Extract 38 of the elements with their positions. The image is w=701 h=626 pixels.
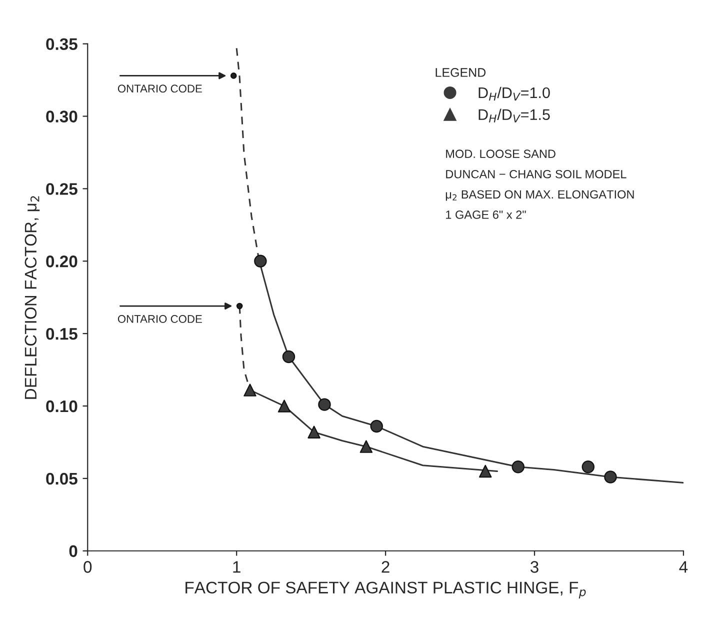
point xyxy=(308,426,320,438)
point xyxy=(318,398,331,411)
point xyxy=(282,350,296,364)
x-tick-label: 1 xyxy=(233,561,240,573)
legend-label: D$_{H}$/D$_{V}$=1.5 xyxy=(478,108,550,122)
annotation: DUNCAN − CHANG SOIL MODEL xyxy=(446,170,626,178)
annotation: 1 GAGE 6" x 2" xyxy=(446,210,526,219)
x-tick-label: 2 xyxy=(382,561,390,573)
point xyxy=(230,72,237,79)
annotation: ONTARIO CODE xyxy=(118,84,202,93)
x-tick-label: 0 xyxy=(84,561,92,573)
y-tick-label: 0.30 xyxy=(46,110,78,122)
y-axis-title: DEFLECTION FACTOR, μ$_{2}$ xyxy=(24,196,40,399)
y-tick-label: 0.35 xyxy=(46,38,78,50)
y-tick-label: 0.10 xyxy=(46,400,78,412)
y-tick-label: 0.20 xyxy=(46,256,78,268)
point xyxy=(604,470,617,484)
y-tick-label: 0 xyxy=(69,545,78,558)
y-tick-label: 0.05 xyxy=(46,472,78,485)
point xyxy=(370,420,383,433)
y-tick-label: 0.25 xyxy=(46,183,78,195)
point xyxy=(360,440,373,453)
x-axis-title: FACTOR OF SAFETY AGAINST PLASTIC HINGE, F$_{p}$ xyxy=(186,582,586,598)
y-tick-label: 0.15 xyxy=(46,328,78,340)
point xyxy=(236,302,243,310)
annotation: ONTARIO CODE xyxy=(118,315,202,323)
point xyxy=(512,460,524,474)
point xyxy=(254,254,267,268)
point xyxy=(244,384,256,396)
legend-label: D$_{H}$/D$_{V}$=1.0 xyxy=(478,86,550,100)
x-tick-label: 3 xyxy=(530,561,538,573)
annotation: MOD. LOOSE SAND xyxy=(446,150,556,158)
point xyxy=(278,400,291,412)
annotation: μ$_{2}$ BASED ON MAX. ELONGATION xyxy=(446,190,634,201)
x-tick-label: 4 xyxy=(679,561,688,573)
point xyxy=(582,460,595,474)
legend-title: LEGEND xyxy=(436,68,486,77)
point xyxy=(478,464,492,478)
